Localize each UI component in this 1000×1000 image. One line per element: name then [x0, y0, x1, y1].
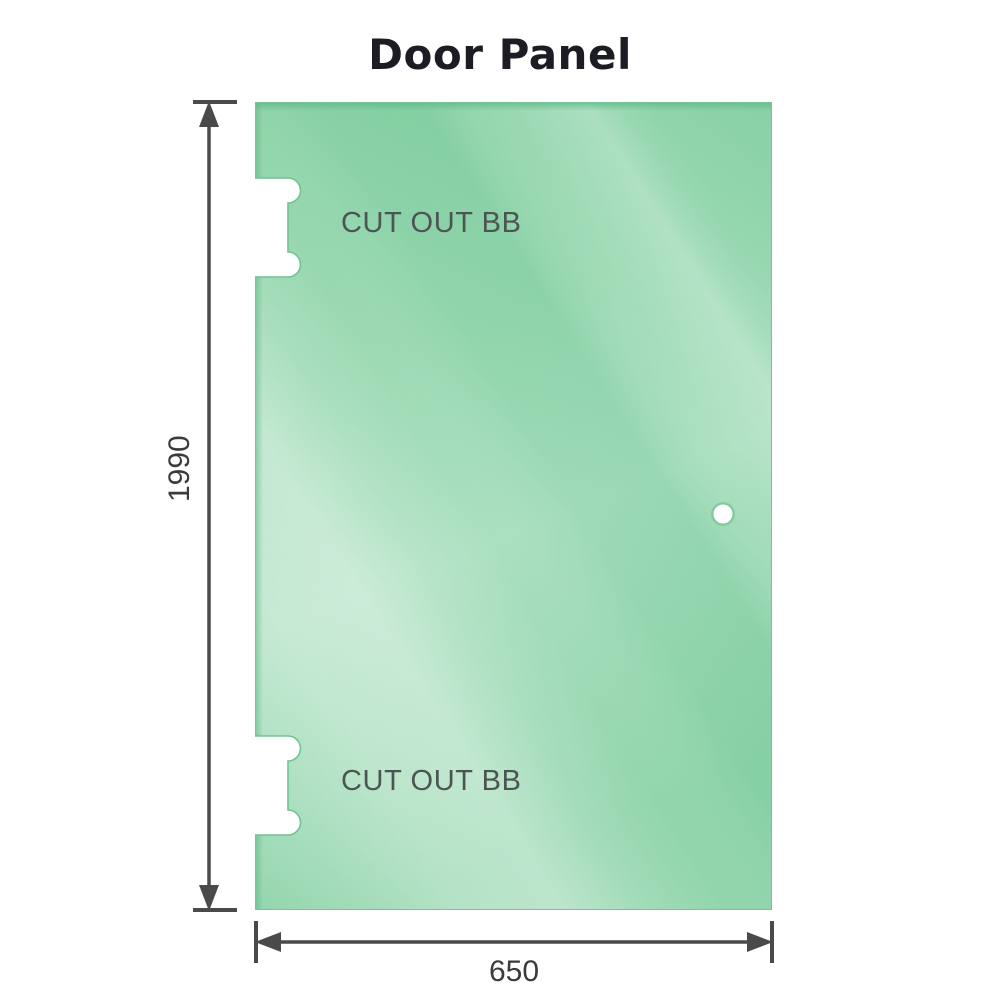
glass-panel-graphic	[255, 102, 772, 910]
page-title: Door Panel	[368, 30, 632, 79]
glass-panel	[255, 102, 772, 910]
cut-out-bb-bottom	[255, 735, 302, 836]
cut-out-bb-top	[255, 177, 302, 278]
panel-outline	[255, 102, 772, 910]
dimension-width-value: 650	[488, 955, 540, 988]
cut-out-label-bottom: CUT OUT BB	[341, 765, 522, 797]
handle-hole	[711, 502, 735, 526]
dimension-height-value: 1990	[163, 435, 196, 502]
dimension-height	[193, 100, 237, 912]
cut-out-label-top: CUT OUT BB	[341, 207, 522, 239]
